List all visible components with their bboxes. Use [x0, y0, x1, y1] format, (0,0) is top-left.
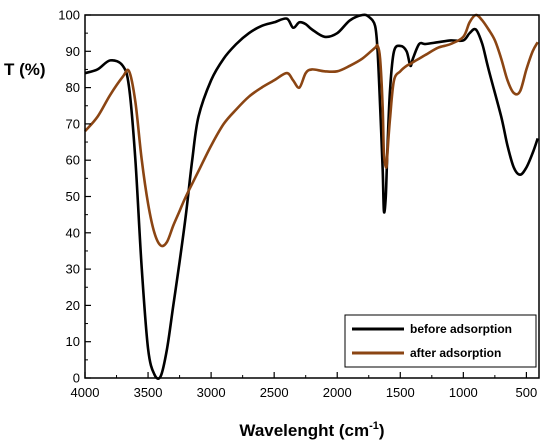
x-tick-label: 1500 — [386, 385, 415, 400]
x-tick-label: 2500 — [260, 385, 289, 400]
x-tick-label: 4000 — [71, 385, 100, 400]
y-tick-label: 10 — [66, 334, 80, 349]
legend-label-after: after adsorption — [410, 346, 501, 360]
y-tick-label: 50 — [66, 189, 80, 204]
x-tick-label: 2000 — [323, 385, 352, 400]
x-axis-title-main: Wavelenght (cm — [239, 421, 369, 440]
x-tick-label: 3500 — [134, 385, 163, 400]
y-tick-label: 60 — [66, 153, 80, 168]
x-axis-title-sup: -1 — [369, 420, 379, 432]
y-axis-title: T (%) — [4, 60, 46, 79]
legend: before adsorption after adsorption — [344, 314, 537, 368]
x-tick-label: 3000 — [197, 385, 226, 400]
tick-layer: 0 10 20 30 40 50 60 70 80 90 100 4000 3500 3000 2500 20… — [58, 8, 537, 401]
y-tick-label: 0 — [73, 371, 80, 386]
x-axis-title-close: ) — [379, 421, 385, 440]
y-tick-label: 80 — [66, 80, 80, 95]
y-tick-label: 90 — [66, 44, 80, 59]
legend-box — [344, 314, 537, 368]
x-tick-label: 500 — [516, 385, 538, 400]
y-tick-label: 70 — [66, 116, 80, 131]
y-tick-label: 20 — [66, 298, 80, 313]
x-axis-title: Wavelenght (cm-1) — [239, 420, 384, 440]
y-tick-label: 30 — [66, 262, 80, 277]
series-line-1 — [84, 13, 539, 248]
y-tick-label: 100 — [58, 8, 80, 23]
x-tick-label: 1000 — [449, 385, 478, 400]
legend-label-before: before adsorption — [410, 322, 512, 336]
y-tick-label: 40 — [66, 225, 80, 240]
